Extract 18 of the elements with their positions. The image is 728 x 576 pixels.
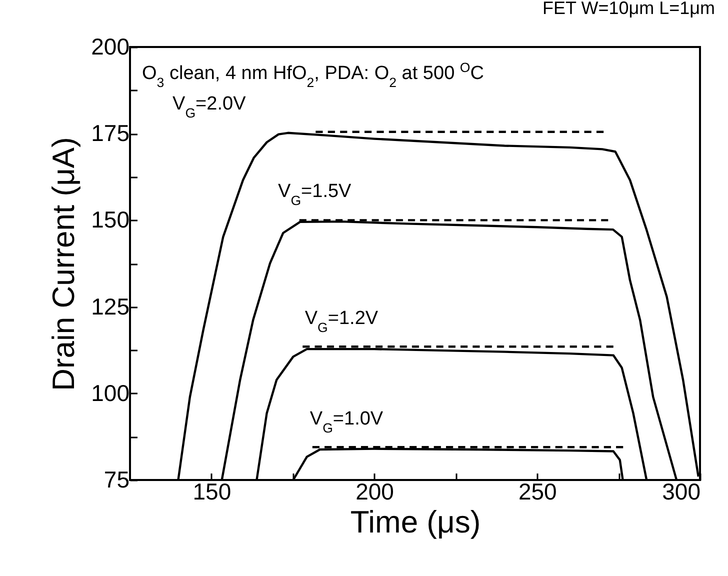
series-label: V$_{G}$=1.0V (310, 408, 384, 436)
y-tick-label: 75 (104, 466, 130, 492)
x-tick-label: 250 (518, 478, 557, 504)
y-tick-label: 200 (91, 34, 130, 60)
y-tick-label: 150 (91, 206, 130, 233)
x-axis-title: Time (μs) (350, 504, 481, 540)
y-tick-label: 175 (91, 120, 130, 146)
x-tick-label: 150 (192, 478, 232, 504)
y-tick-label: 125 (91, 293, 130, 320)
series-label: V$_{G}$=1.5V (278, 180, 352, 208)
x-tick-label: 200 (356, 478, 394, 504)
x-tick-label: 300 (662, 478, 700, 504)
series-label: V$_{G}$=1.2V (304, 308, 378, 335)
series-label: V$_{G}$=2.0V (172, 93, 246, 120)
y-tick-label: 100 (91, 380, 130, 406)
y-axis-title: Drain Current (μA) (46, 137, 82, 391)
chart-title: FET W=10μm L=1μm (542, 0, 715, 18)
text: O$_{3}$ clean, 4 nm HfO$_{2}$, PDA: O$_{2}$ at 500 $^{O}$C (142, 60, 484, 90)
